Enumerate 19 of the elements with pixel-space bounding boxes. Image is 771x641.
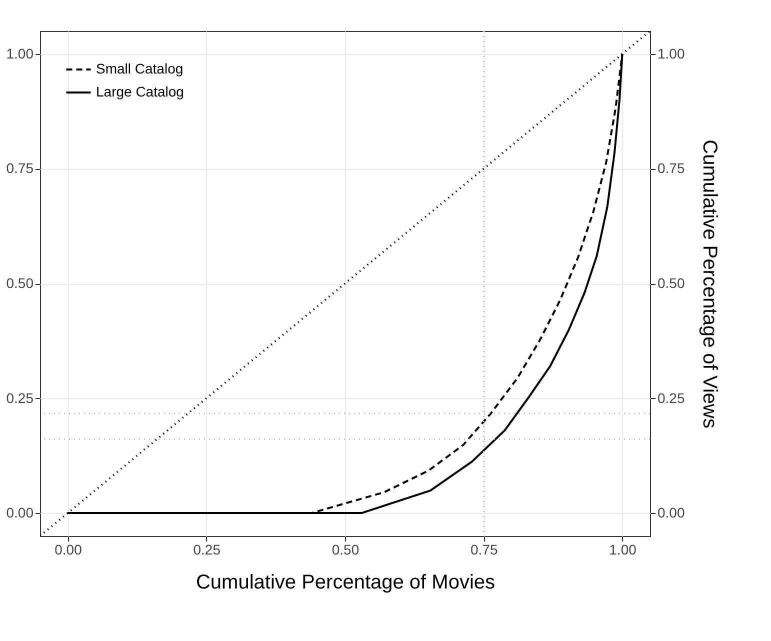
x-tick-label: 0.25 [193, 542, 221, 558]
y2-tick-label: 0.00 [658, 504, 685, 521]
legend-label: Large Catalog [96, 84, 184, 100]
x-tick-label: 0.00 [54, 542, 82, 558]
x-tick-label: 0.50 [332, 542, 360, 558]
y-tick-label: 1.00 [6, 45, 34, 62]
x-tick-label: 0.75 [470, 542, 498, 558]
y2-axis-title: Cumulative Percentage of Views [698, 140, 721, 428]
y-tick-label: 0.50 [6, 275, 34, 291]
y-tick-label: 0.75 [6, 160, 34, 176]
y2-tick-label: 0.75 [658, 160, 685, 176]
legend-label: Small Catalog [96, 60, 184, 76]
y2-tick-label: 0.50 [658, 275, 685, 291]
y2-tick-label: 1.00 [658, 45, 685, 62]
x-axis-title: Cumulative Percentage of Movies [196, 572, 496, 594]
y2-tick-label: 0.25 [658, 390, 685, 406]
y-tick-label: 0.00 [6, 504, 34, 521]
x-tick-label: 1.00 [609, 542, 637, 558]
y-tick-label: 0.25 [6, 390, 34, 406]
